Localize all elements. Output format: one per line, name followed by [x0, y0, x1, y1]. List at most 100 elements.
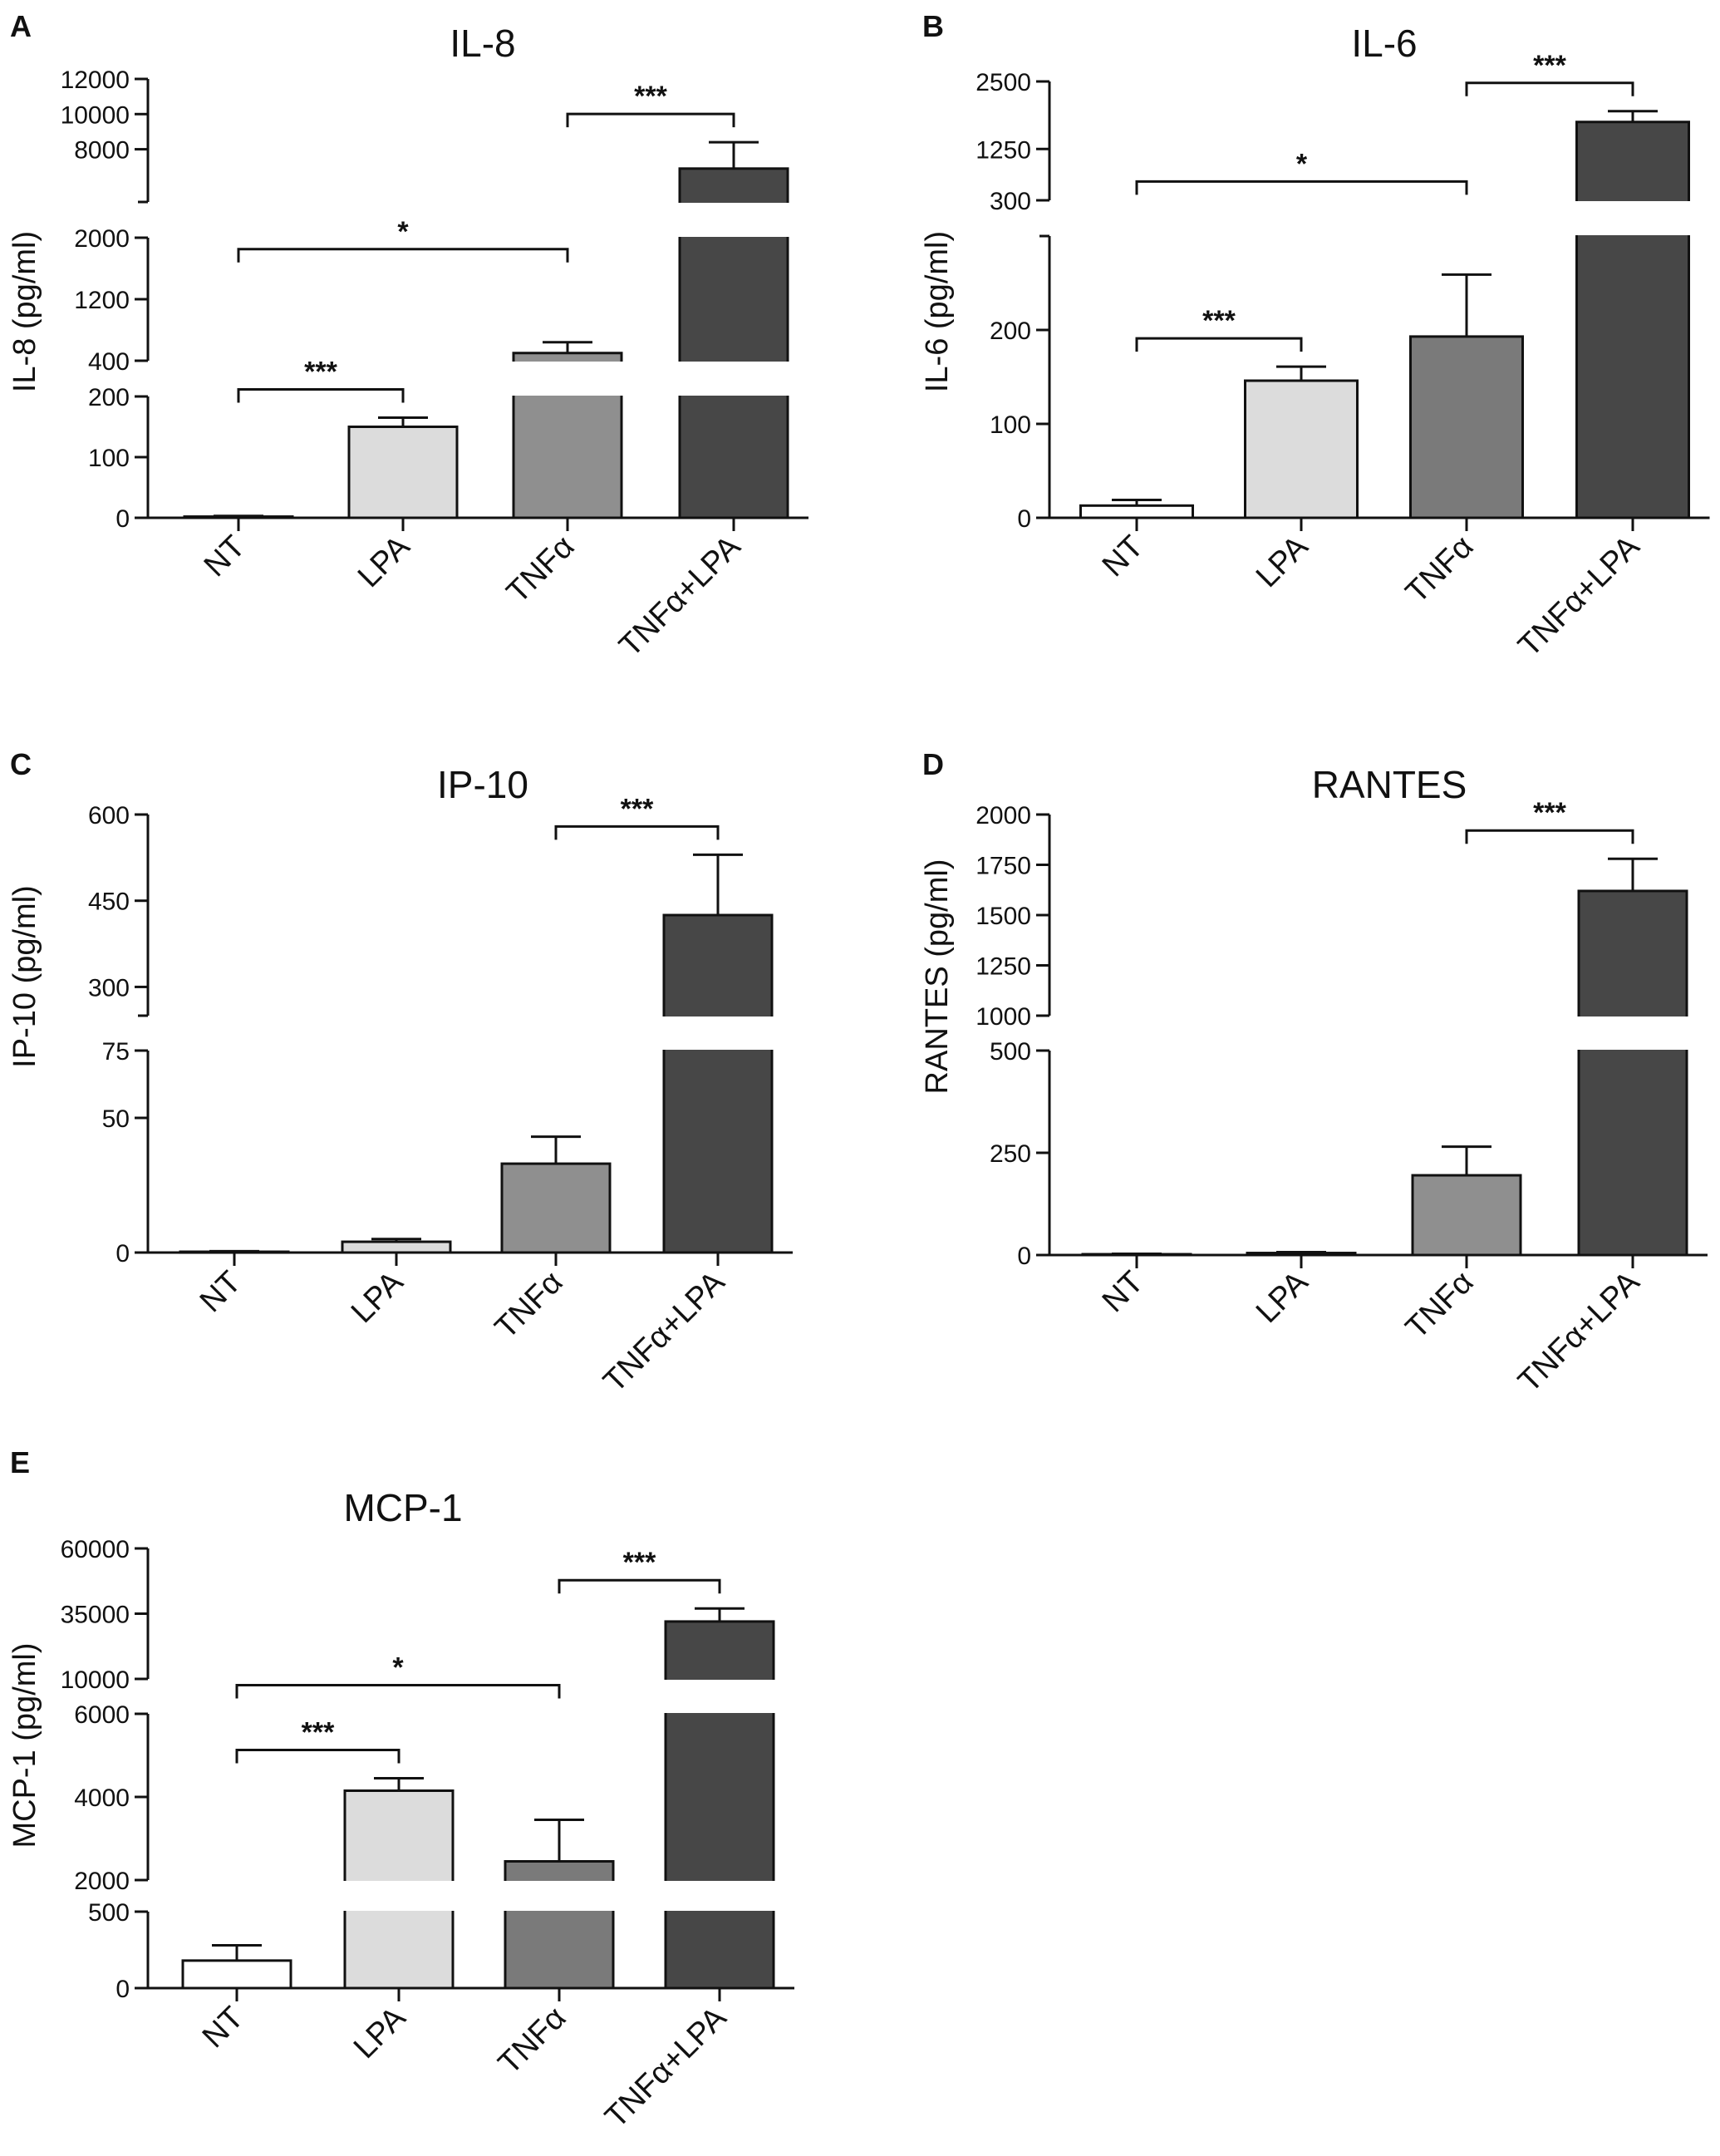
significance-bracket: [554, 824, 720, 840]
chart-title: IL-8: [450, 22, 515, 65]
x-tick-label-tnfa-lpa: TNFα+LPA: [1511, 1264, 1646, 1399]
y-tick-label: 1250: [975, 136, 1031, 164]
x-tick-label-tnfa-lpa: TNFα+LPA: [612, 529, 747, 663]
x-tick-label-tnfa: TNFα: [500, 529, 581, 610]
bar-nt: [1079, 504, 1194, 519]
y-tick-label: 50: [102, 1105, 130, 1133]
panel-letter: A: [10, 9, 32, 43]
bar-break-gap: [677, 203, 790, 237]
significance-label: ***: [634, 81, 667, 112]
y-tick-label: 0: [115, 1240, 130, 1268]
significance-label: *: [397, 216, 409, 248]
bar-break-gap: [1574, 201, 1692, 235]
significance-bracket: [1135, 180, 1468, 195]
chart-panel-d: D RANTES RANTES (pg/ml) 0 250 500 1000 1250 1500…: [920, 747, 1708, 1400]
y-tick-label: 2000: [74, 225, 130, 253]
y-tick-label: 100: [990, 411, 1031, 439]
y-tick-label: 1200: [74, 287, 130, 314]
panel-letter: C: [10, 747, 32, 781]
bar-tnfa: [1411, 1174, 1522, 1257]
y-tick-label: 500: [88, 1899, 130, 1927]
bar-nt: [181, 1959, 292, 1990]
y-tick-label: 300: [990, 188, 1031, 215]
y-tick-label: 500: [990, 1038, 1031, 1066]
y-tick-label: 1250: [975, 953, 1031, 981]
x-tick-label-tnfa-lpa: TNFα+LPA: [1511, 529, 1646, 663]
bar-tnfa-lpa: [1577, 889, 1688, 1257]
significance-label: ***: [302, 1717, 335, 1749]
chart-title: RANTES: [1312, 763, 1467, 806]
y-tick-label: 0: [1017, 505, 1031, 533]
chart-title: IP-10: [437, 763, 528, 806]
y-tick-label: 75: [102, 1038, 130, 1066]
x-tick-label-nt: NT: [1096, 1265, 1151, 1320]
y-axis-label: IP-10 (pg/ml): [7, 885, 42, 1068]
significance-label: *: [392, 1652, 404, 1684]
y-tick-label: 0: [1017, 1243, 1031, 1270]
x-tick-label-nt: NT: [1096, 529, 1151, 584]
x-tick-label-lpa: LPA: [347, 2000, 413, 2065]
significance-bracket: [1465, 829, 1634, 844]
y-tick-label: 12000: [61, 66, 130, 94]
y-tick-label: 1000: [975, 1003, 1031, 1031]
bar-lpa: [347, 426, 459, 519]
y-tick-label: 1750: [975, 853, 1031, 880]
significance-bracket: [237, 388, 405, 403]
x-tick-label-nt: NT: [198, 529, 253, 584]
y-axis-label: RANTES (pg/ml): [920, 859, 955, 1095]
significance-label: *: [1296, 148, 1308, 180]
x-tick-label-tnfa: TNFα: [492, 2001, 573, 2081]
y-tick-label: 200: [88, 384, 130, 411]
significance-label: ***: [1202, 305, 1236, 337]
bar-break-gap: [663, 1881, 776, 1911]
y-tick-label: 8000: [74, 137, 130, 165]
bar-lpa: [341, 1240, 452, 1254]
bar-break-gap: [503, 1881, 616, 1911]
bar-break-gap: [663, 1680, 776, 1713]
y-axis-label: IL-8 (pg/ml): [7, 231, 42, 392]
x-tick-label-lpa: LPA: [351, 529, 417, 594]
significance-bracket: [1465, 81, 1634, 96]
y-tick-label: 2500: [975, 69, 1031, 96]
y-tick-label: 450: [88, 888, 130, 916]
chart-title: MCP-1: [343, 1486, 462, 1529]
y-tick-label: 6000: [74, 1701, 130, 1729]
y-tick-label: 10000: [61, 101, 130, 129]
bar-tnfa-lpa: [662, 913, 774, 1254]
y-tick-label: 0: [115, 1976, 130, 2003]
y-axis-label: MCP-1 (pg/ml): [7, 1642, 42, 1848]
y-tick-label: 10000: [61, 1666, 130, 1694]
x-tick-label-lpa: LPA: [1250, 529, 1315, 594]
x-tick-label-tnfa: TNFα: [1399, 1265, 1480, 1346]
significance-bracket: [237, 248, 569, 263]
significance-label: ***: [304, 357, 337, 388]
y-tick-label: 35000: [61, 1602, 130, 1629]
y-tick-label: 2000: [74, 1868, 130, 1895]
chart-panel-b: B IL-6 IL-6 (pg/ml) 0 100 200 300 1250 2500 NT LPA…: [920, 9, 1710, 664]
y-tick-label: 60000: [61, 1536, 130, 1563]
significance-bracket: [235, 1749, 401, 1764]
bar-tnfa-lpa: [664, 1620, 775, 1990]
bar-break-gap: [661, 1016, 774, 1050]
x-tick-label-lpa: LPA: [1250, 1264, 1315, 1330]
significance-label: ***: [1533, 797, 1566, 829]
y-tick-label: 600: [88, 802, 130, 829]
x-tick-label-tnfa: TNFα: [1399, 529, 1480, 610]
significance-bracket: [566, 112, 735, 128]
x-tick-label-tnfa-lpa: TNFα+LPA: [597, 1264, 731, 1399]
bar-lpa: [1244, 379, 1359, 519]
bar-tnfa-lpa: [1575, 121, 1690, 519]
bar-tnfa: [504, 1860, 615, 1990]
panel-letter: E: [10, 1445, 30, 1479]
bar-tnfa: [1409, 335, 1524, 519]
y-tick-label: 0: [115, 505, 130, 533]
significance-bracket: [1135, 337, 1303, 352]
panel-letter: D: [922, 747, 944, 781]
significance-bracket: [558, 1578, 721, 1594]
y-tick-label: 200: [990, 317, 1031, 345]
bar-break-gap: [1576, 1016, 1689, 1050]
x-tick-label-nt: NT: [194, 1265, 248, 1320]
y-tick-label: 4000: [74, 1784, 130, 1812]
chart-panel-c: C IP-10 IP-10 (pg/ml) 0 50 75 300 450 600 NT LPA TN…: [7, 747, 793, 1400]
